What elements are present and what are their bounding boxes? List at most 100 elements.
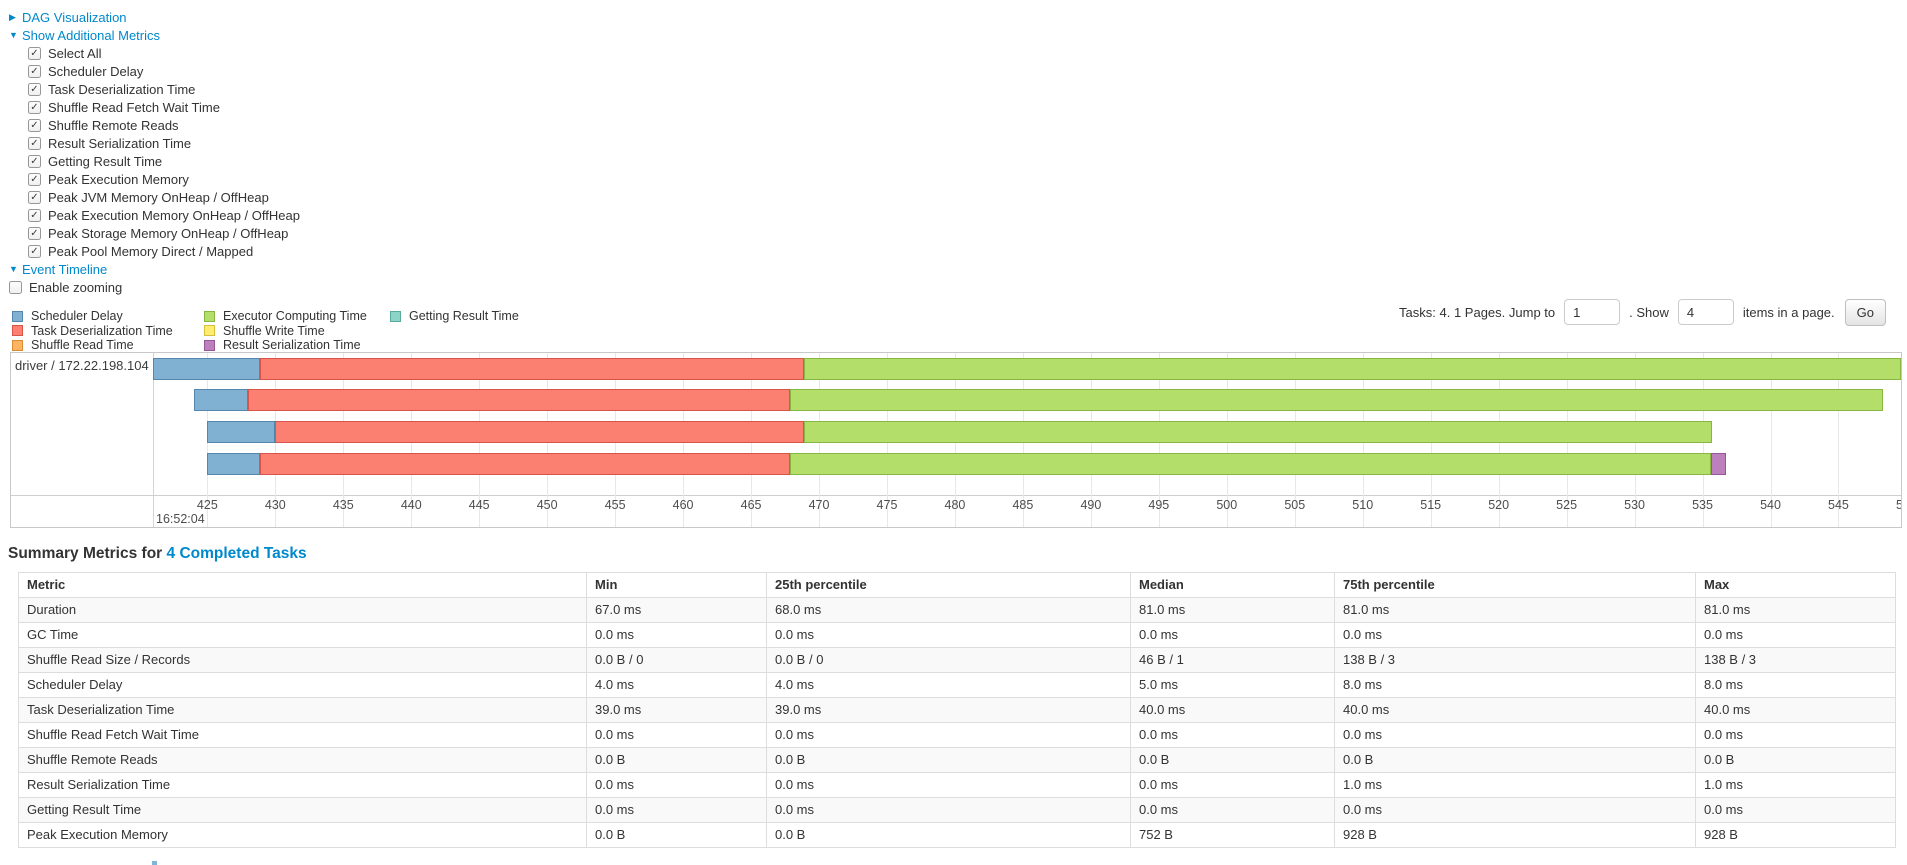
summary-metrics-heading: Summary Metrics for 4 Completed Tasks: [8, 545, 307, 563]
legend-swatch-result-serialization-time: [204, 339, 215, 351]
timeline-bar-segment-scheduler-delay[interactable]: [153, 358, 261, 380]
summary-table-header-row: Metric Min 25th percentile Median 75th perce…: [18, 572, 1896, 598]
checkbox[interactable]: ✓: [28, 172, 41, 186]
go-button[interactable]: Go: [1844, 298, 1886, 326]
summary-value-cell: 0.0 ms: [766, 772, 1131, 798]
summary-value-cell: 928 B: [1695, 822, 1896, 848]
checkbox-label: Peak Execution Memory OnHeap / OffHeap: [48, 207, 300, 223]
dag-visualization-toggle[interactable]: ▶ DAG Visualization: [9, 8, 300, 26]
table-row: Scheduler Delay 4.0 ms 4.0 ms 5.0 ms 8.0 ms 8…: [18, 672, 1896, 698]
summary-value-cell: 8.0 ms: [1334, 672, 1696, 698]
checkbox-label: Shuffle Remote Reads: [48, 117, 179, 133]
table-row: Task Deserialization Time 39.0 ms 39.0 ms 4…: [18, 697, 1896, 723]
axis-tick-label: 525: [1556, 498, 1578, 512]
summary-column-header: 75th percentile: [1334, 572, 1696, 598]
show-additional-metrics-label: Show Additional Metrics: [22, 27, 161, 43]
legend-label: Getting Result Time: [409, 309, 519, 323]
table-row: Shuffle Read Fetch Wait Time 0.0 ms 0.0 ms…: [18, 722, 1896, 748]
metric-checkbox-item: ✓ Peak Pool Memory Direct / Mapped: [28, 242, 300, 260]
legend-label: Shuffle Read Time: [31, 338, 134, 352]
completed-tasks-link[interactable]: 4 Completed Tasks: [166, 545, 307, 562]
metric-checkbox-item: ✓ Peak Execution Memory OnHeap / OffHeap: [28, 206, 300, 224]
summary-value-cell: 0.0 B: [766, 747, 1131, 773]
summary-value-cell: 0.0 ms: [1130, 622, 1335, 648]
checkbox-label: Peak Pool Memory Direct / Mapped: [48, 243, 254, 259]
checkbox[interactable]: ✓: [28, 208, 41, 222]
top-controls: ▶ DAG Visualization ▼ Show Additional Me…: [9, 8, 300, 296]
metric-checkbox-item: ✓ Peak Storage Memory OnHeap / OffHeap: [28, 224, 300, 242]
summary-value-cell: 39.0 ms: [766, 697, 1131, 723]
summary-value-cell: 0.0 B: [1130, 747, 1335, 773]
event-timeline-toggle[interactable]: ▼ Event Timeline: [9, 260, 300, 278]
checkbox-label: Peak JVM Memory OnHeap / OffHeap: [48, 189, 269, 205]
checkbox[interactable]: ✓: [28, 154, 41, 168]
checkbox-label: Shuffle Read Fetch Wait Time: [48, 99, 220, 115]
checkbox[interactable]: ✓: [28, 118, 41, 132]
axis-tick-label: 535: [1692, 498, 1713, 512]
timeline-bar-segment-task-deserialization-time[interactable]: [260, 358, 805, 380]
legend-label: Executor Computing Time: [223, 309, 367, 323]
summary-value-cell: 752 B: [1130, 822, 1335, 848]
timeline-bar-segment-result-serialization-time[interactable]: [1710, 453, 1726, 475]
summary-value-cell: 0.0 B: [1695, 747, 1896, 773]
checkbox[interactable]: ✓: [28, 226, 41, 240]
items-per-page-input[interactable]: [1677, 299, 1734, 325]
checkbox[interactable]: ✓: [28, 64, 41, 78]
timeline-bar-segment-executor-computing-time[interactable]: [790, 389, 1884, 411]
checkbox[interactable]: ✓: [28, 190, 41, 204]
timeline-bar-segment-task-deserialization-time[interactable]: [248, 389, 791, 411]
table-row: Result Serialization Time 0.0 ms 0.0 ms 0.0…: [18, 772, 1896, 798]
pager-text-after: items in a page.: [1742, 304, 1835, 320]
summary-value-cell: 0.0 ms: [1695, 797, 1896, 823]
axis-tick-label: 435: [332, 498, 354, 512]
legend-swatch-shuffle-read-time: [12, 339, 23, 351]
checkbox[interactable]: ✓: [28, 136, 41, 150]
checkbox[interactable]: ✓: [28, 82, 41, 96]
timeline-bar-segment-task-deserialization-time[interactable]: [260, 453, 791, 475]
timeline-bar-segment-scheduler-delay[interactable]: [207, 421, 276, 443]
clipped-element-below: [152, 861, 157, 865]
checkbox[interactable]: ✓: [28, 46, 41, 60]
legend-column: Getting Result Time: [390, 309, 519, 324]
show-additional-metrics-toggle[interactable]: ▼ Show Additional Metrics: [9, 26, 300, 44]
summary-metric-cell: Peak Execution Memory: [18, 822, 587, 848]
summary-heading-prefix: Summary Metrics for: [8, 545, 163, 562]
axis-tick-label: 510: [1352, 498, 1374, 512]
summary-value-cell: 68.0 ms: [766, 597, 1131, 623]
summary-metric-cell: Shuffle Remote Reads: [18, 747, 587, 773]
summary-value-cell: 138 B / 3: [1695, 647, 1896, 673]
legend-item: Getting Result Time: [390, 309, 519, 323]
jump-to-page-input[interactable]: [1564, 299, 1621, 325]
summary-column-header: Median: [1130, 572, 1335, 598]
enable-zooming-checkbox[interactable]: [9, 280, 22, 294]
timeline-bar-segment-scheduler-delay[interactable]: [193, 389, 249, 411]
axis-tick-label: 490: [1080, 498, 1102, 512]
summary-metric-cell: Task Deserialization Time: [18, 697, 587, 723]
axis-tick-label: 430: [264, 498, 286, 512]
summary-value-cell: 0.0 ms: [586, 722, 767, 748]
legend-item: Task Deserialization Time: [12, 324, 173, 338]
summary-value-cell: 928 B: [1334, 822, 1696, 848]
metric-checkbox-item: ✓ Peak Execution Memory: [28, 170, 300, 188]
timeline-bar-segment-executor-computing-time[interactable]: [804, 421, 1713, 443]
checkbox[interactable]: ✓: [28, 100, 41, 114]
timeline-bar-segment-scheduler-delay[interactable]: [207, 453, 261, 475]
legend-swatch-shuffle-write-time: [204, 325, 215, 336]
timeline-bar-segment-executor-computing-time[interactable]: [804, 358, 1901, 380]
axis-tick-label: 485: [1012, 498, 1034, 512]
timeline-bar-segment-task-deserialization-time[interactable]: [275, 421, 805, 443]
axis-separator-line: [11, 495, 1901, 496]
summary-value-cell: 0.0 ms: [1695, 622, 1896, 648]
checkbox[interactable]: ✓: [28, 244, 41, 258]
timeline-bar-segment-executor-computing-time[interactable]: [790, 453, 1711, 475]
legend-swatch-executor-computing-time: [204, 310, 215, 322]
summary-value-cell: 0.0 B: [586, 822, 767, 848]
summary-value-cell: 0.0 ms: [766, 622, 1131, 648]
summary-value-cell: 4.0 ms: [586, 672, 767, 698]
axis-tick-label: 440: [400, 498, 422, 512]
pager-text-between: . Show: [1629, 304, 1669, 320]
summary-metrics-table: Metric Min 25th percentile Median 75th perce…: [18, 572, 1896, 848]
legend-item: Shuffle Read Time: [12, 338, 173, 352]
summary-metric-cell: Shuffle Read Size / Records: [18, 647, 587, 673]
summary-metric-cell: Getting Result Time: [18, 797, 587, 823]
